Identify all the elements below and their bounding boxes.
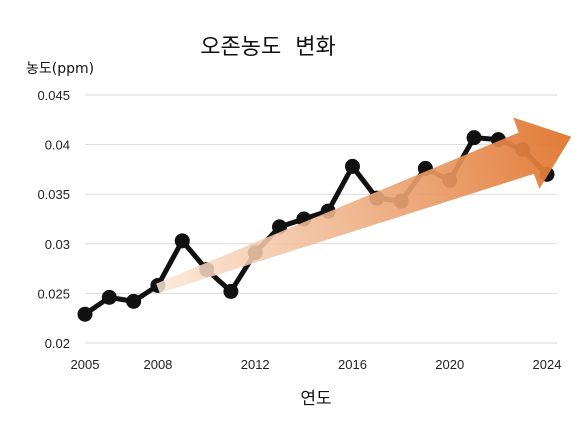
chart-title: 오존농도 변화 — [200, 35, 335, 60]
y-tick-label: 0.045 — [37, 88, 70, 103]
series-path — [83, 135, 549, 317]
data-point — [174, 233, 190, 249]
y-tick-label: 0.035 — [37, 187, 70, 202]
x-tick-label: 2012 — [241, 357, 270, 372]
y-tick-label: 0.03 — [45, 237, 70, 252]
x-tick-labels: 2005 2008 2012 2016 2020 2024 — [71, 357, 562, 372]
x-tick-label: 2020 — [435, 357, 464, 372]
trend-arrow — [156, 117, 572, 294]
y-tick-label: 0.04 — [45, 138, 70, 153]
y-axis-label: 농도(ppm) — [26, 61, 94, 77]
data-point — [126, 293, 142, 309]
y-tick-label: 0.025 — [37, 286, 70, 301]
data-point — [223, 283, 239, 299]
data-point — [272, 219, 288, 235]
y-tick-label: 0.02 — [45, 336, 70, 351]
data-point — [77, 306, 93, 322]
x-tick-label: 2016 — [338, 357, 367, 372]
x-tick-label: 2024 — [533, 357, 562, 372]
trend-arrow-shape — [156, 117, 572, 294]
x-tick-label: 2005 — [71, 357, 100, 372]
data-point — [344, 158, 360, 174]
grid — [85, 94, 557, 344]
y-tick-labels: 0.045 0.04 0.035 0.03 0.025 0.02 — [37, 88, 70, 351]
x-axis-label: 연도 — [300, 389, 331, 409]
x-tick-label: 2008 — [143, 357, 172, 372]
data-point — [101, 289, 117, 305]
data-point — [466, 130, 482, 146]
